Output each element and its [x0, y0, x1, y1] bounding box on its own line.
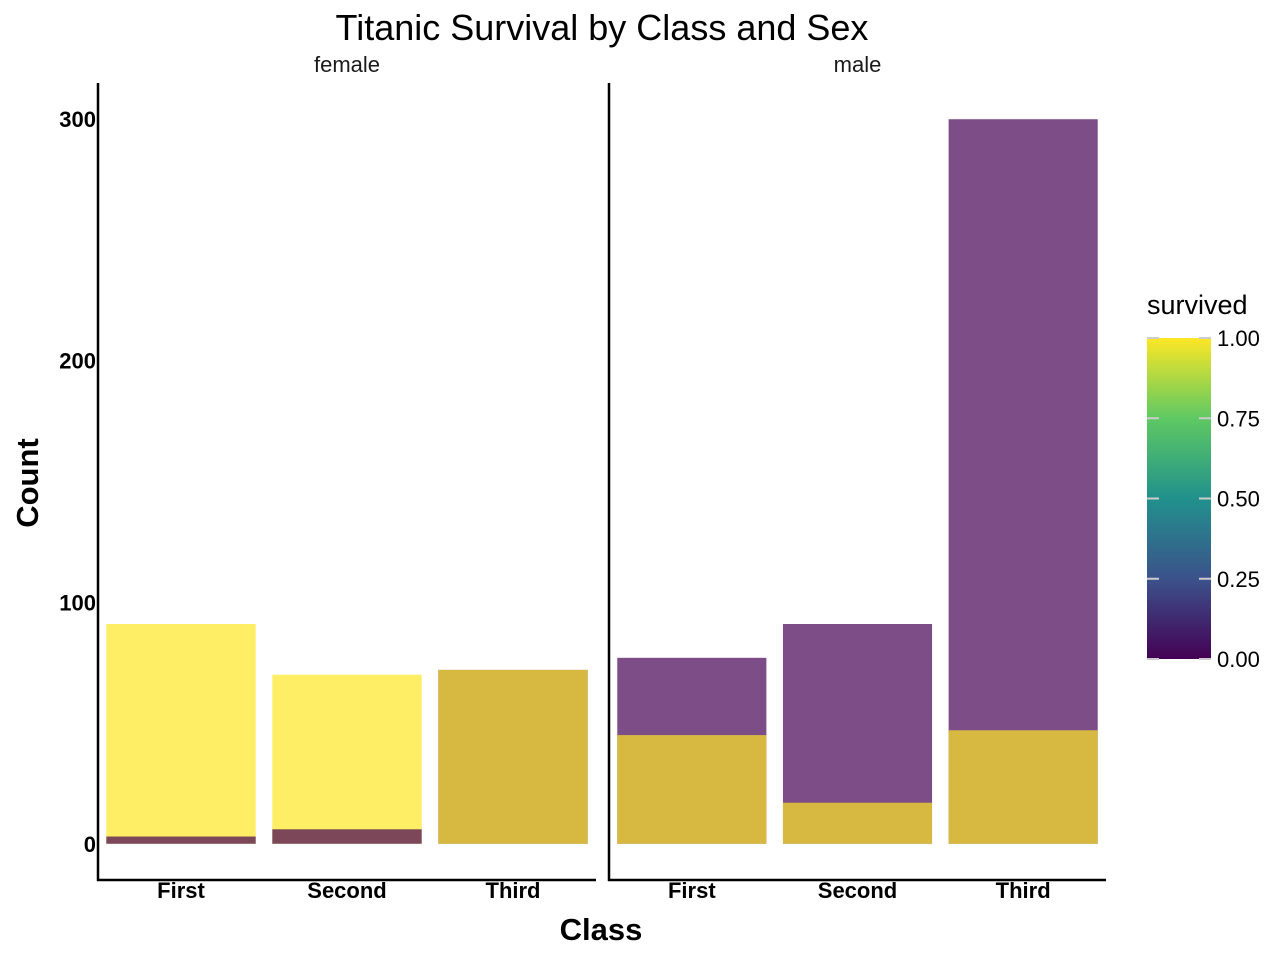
bar-male-first-survived-1 — [617, 735, 767, 844]
bar-female-second-survived-0 — [272, 829, 422, 844]
bar-male-third-survived-1 — [948, 730, 1098, 844]
facet-panels: female First Second Third male First Second Thi… — [59, 52, 1106, 903]
x-tick-label: Second — [818, 878, 897, 903]
y-tick-label: 100 — [59, 590, 96, 615]
legend-tick-label: 0.25 — [1217, 567, 1260, 592]
legend-tick-label: 1.00 — [1217, 326, 1260, 351]
legend-tick-label: 0.50 — [1217, 487, 1260, 512]
x-axis-label: Class — [560, 912, 643, 947]
facet-female: female First Second Third — [96, 52, 596, 903]
x-tick-label: First — [668, 878, 716, 903]
x-tick-label: Third — [486, 878, 541, 903]
x-tick-label: Second — [307, 878, 386, 903]
legend-title: survived — [1147, 290, 1248, 320]
legend-tick-label: 0.00 — [1217, 647, 1260, 672]
bar-female-second-survived-1 — [272, 674, 422, 844]
y-tick-label: 200 — [59, 349, 96, 374]
y-axis-label: Count — [10, 438, 45, 528]
bar-female-first-survived-1 — [106, 623, 256, 844]
legend: survived 0.00 0.25 0.50 0.75 1.00 — [1147, 290, 1260, 672]
facet-strip-label: male — [834, 52, 882, 77]
legend-tick-label: 0.75 — [1217, 406, 1260, 431]
bar-female-third-survived-1 — [438, 669, 588, 844]
y-tick-label: 300 — [59, 107, 96, 132]
facet-strip-label: female — [314, 52, 380, 77]
y-tick-label: 0 — [84, 832, 96, 857]
bar-male-third-survived-0 — [948, 119, 1098, 844]
facet-male: male First Second Third — [607, 52, 1106, 903]
chart-title: Titanic Survival by Class and Sex — [336, 7, 869, 48]
x-tick-label: First — [157, 878, 205, 903]
bar-female-first-survived-0 — [106, 836, 256, 844]
x-tick-label: Third — [996, 878, 1051, 903]
bar-male-second-survived-1 — [782, 802, 933, 844]
